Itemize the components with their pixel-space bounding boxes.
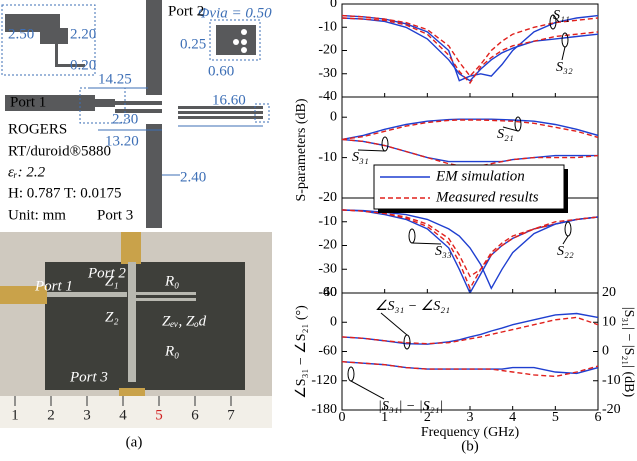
dim-label: 14.25 [98,71,132,87]
y-tick-label: -10 [318,19,337,34]
curve-marker [565,222,571,236]
y-tick-label: -120 [311,373,337,388]
y-tick-label: -10 [318,214,337,229]
y-tick-label: -20 [318,190,337,205]
curve-pointer [563,236,568,244]
photo-label: Zₑᵥ, Zₒd [162,313,207,329]
x-tick-label: 6 [595,410,602,425]
via-label: Φvia = 0.50 [198,5,272,21]
y-tick-label: -30 [318,66,337,81]
ruler-number: 4 [119,407,127,423]
x-tick-label: 0 [339,410,346,425]
photo-label: R₀ [164,343,179,359]
photo-label: Z₁ [105,273,119,289]
y-tick-label: 0 [330,314,337,329]
caption: (b) [461,438,479,454]
photo-label: R₀ [164,273,179,289]
y-tick-label: -40 [318,89,337,104]
dim-label: 0.60 [208,63,234,79]
curve-label: |S₃₁| − |S₂₁| [378,399,443,414]
y2-tick-label: 20 [602,285,616,300]
x-tick-label: 4 [509,410,516,425]
dim-label: 2.40 [180,169,206,185]
curve-label: S₂₂ [557,244,574,259]
curve-label: S₂₁ [497,127,514,142]
dim-label: 2.50 [8,26,34,42]
port-label: Port 2 [168,3,204,19]
substrate-text: ROGERS [8,121,67,137]
figure: 2.50 2.20 0.20 14.25 2.30 13.20 16.60 2.… [0,0,637,456]
curve-marker [382,137,388,151]
y-tick-label: -60 [318,344,337,359]
legend-label: Measured results [435,189,539,205]
dim-label: 0.25 [180,36,206,52]
substrate-text: H: 0.787 T: 0.0175 [8,185,122,201]
ruler-number: 1 [11,407,19,423]
ruler-number: 7 [227,407,235,423]
ruler-number: 6 [191,407,199,423]
y-tick-label: 0 [330,0,337,11]
curve-label: S₃₂ [556,60,573,75]
curve-pointer [562,47,565,60]
curve-marker [404,335,410,349]
photo-port: Port 3 [69,369,108,385]
simulated-curve [342,314,598,345]
measured-curve [342,120,598,139]
measured-curve [342,210,598,277]
dim-label: 2.30 [112,111,138,127]
curve-marker [348,367,354,381]
dim-label: 0.20 [70,57,96,73]
y-axis-label: ∠S₃₁ − ∠S₂₁ (°) [294,305,309,399]
y-tick-label: -10 [318,150,337,165]
x-tick-label: 3 [467,410,474,425]
y-tick-label: -20 [318,238,337,253]
dim-label: 2.20 [70,26,96,42]
port-label: Port 1 [10,94,46,110]
ruler-number: 5 [155,407,163,423]
y2-tick-label: -20 [602,402,621,417]
legend-label: EM simulation [435,168,525,184]
ruler-number: 2 [47,407,55,423]
y2-tick-label: -10 [602,373,621,388]
y-tick-label: 60 [323,285,337,300]
dim-label: 16.60 [212,92,246,108]
substrate-text: RT/duroid®5880 [8,143,111,159]
y-tick-label: -30 [318,261,337,276]
curve-pointer [351,381,384,399]
y2-tick-label: 0 [602,344,609,359]
x-tick-label: 5 [552,410,559,425]
curve-label: ∠S₃₁ − ∠S₂₁ [375,299,450,314]
curve-marker [409,229,415,243]
y-tick-label: -180 [311,402,337,417]
photo-port: Port 1 [34,278,73,294]
y-axis-label: S-parameters (dB) [294,98,309,201]
substrate-text: Unit: mm [8,207,66,223]
caption: (a) [126,434,143,450]
curve-label: S₃₁ [352,150,369,165]
y2-axis-label: |S₃₁| − |S₂₁| (dB) [621,307,636,398]
photo-label: Z₂ [105,309,119,325]
port-label: Port 3 [97,207,133,223]
x-axis-label: Frequency (GHz) [421,425,520,440]
curve-label: S₁₁ [553,8,570,23]
y2-tick-label: 10 [602,314,616,329]
substrate-text: εᵣ: 2.2 [8,164,46,180]
curve-label: S₃₃ [435,244,452,259]
y-tick-label: -20 [318,43,337,58]
curve-pointer [381,313,407,335]
curve-marker [515,117,521,131]
y-tick-label: 0 [330,109,337,124]
ruler-number: 3 [83,407,91,423]
simulated-curve [342,362,598,374]
simulated-curve [342,119,598,139]
